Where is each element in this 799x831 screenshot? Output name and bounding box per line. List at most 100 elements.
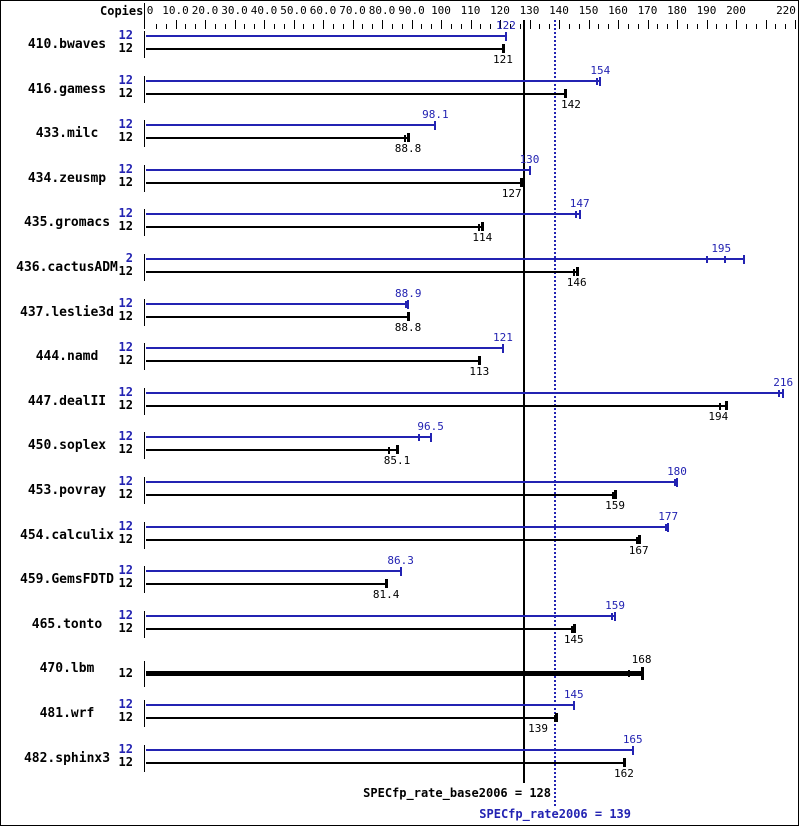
- base-copies: 12: [118, 264, 133, 278]
- base-bar: [146, 494, 616, 496]
- base-value-label: 85.1: [383, 454, 411, 468]
- axis-minor-tick: [608, 24, 610, 29]
- row-axis-line: [144, 31, 145, 58]
- base-value-label: 114: [472, 231, 493, 245]
- benchmark-label: 465.tonto: [31, 616, 103, 632]
- axis-minor-tick: [342, 24, 344, 29]
- peak-bar: [146, 347, 503, 350]
- axis-tick-label: 130: [519, 4, 540, 17]
- axis-tick-label: 0: [146, 4, 154, 17]
- base-copies: 12: [118, 219, 133, 234]
- benchmark-label: 470.lbm: [39, 661, 95, 677]
- base-value-label: 88.8: [394, 142, 422, 156]
- row-axis-line: [144, 75, 145, 103]
- bar-end-cap: [572, 701, 575, 710]
- axis-minor-tick: [549, 24, 551, 29]
- axis-minor-tick: [726, 24, 728, 29]
- peak-copies: 12: [118, 607, 133, 622]
- base-bar: [146, 761, 624, 764]
- peak-value-label: 147: [569, 197, 590, 211]
- base-copies: 12: [118, 174, 133, 189]
- base-bar: [146, 583, 387, 586]
- benchmark-label: 454.calculix: [20, 527, 114, 543]
- base-summary-label: SPECfp_rate_base2006 = 128: [363, 786, 551, 800]
- peak-value-label: 121: [493, 331, 513, 345]
- axis-minor-tick: [401, 24, 403, 29]
- axis-minor-tick: [362, 24, 364, 29]
- run-marker-tick: [612, 492, 615, 499]
- axis-major-tick: [293, 20, 295, 29]
- axis-tick-label: 10.0: [162, 4, 189, 17]
- axis-minor-tick: [460, 24, 462, 29]
- benchmark-label: 435.gromacs: [23, 215, 111, 231]
- peak-bar: [146, 213, 580, 216]
- run-marker-tick: [611, 612, 614, 620]
- axis-minor-tick: [667, 24, 669, 29]
- run-marker-tick: [596, 77, 599, 85]
- bar-end-cap: [385, 579, 389, 589]
- benchmark-label: 410.bwaves: [27, 37, 107, 52]
- row-axis-line: [144, 521, 145, 549]
- base-value-label: 159: [605, 499, 625, 512]
- axis-minor-tick: [372, 24, 374, 29]
- axis-minor-tick: [332, 24, 334, 29]
- peak-value-label: 122: [495, 19, 516, 32]
- base-bar: [146, 271, 577, 273]
- base-bar: [146, 627, 574, 630]
- axis-tick-label: 90.0: [398, 4, 425, 17]
- base-copies: 12: [118, 710, 133, 724]
- axis-minor-tick: [254, 24, 256, 29]
- peak-value-label: 195: [711, 242, 732, 255]
- bar-end-cap: [399, 567, 402, 577]
- row-axis-line: [144, 387, 145, 415]
- bar-end-cap: [519, 177, 523, 187]
- axis-tick-label: 220: [776, 4, 796, 17]
- run-marker-tick: [405, 300, 408, 308]
- row-axis-line: [144, 164, 145, 192]
- axis-minor-tick: [155, 24, 157, 29]
- axis-tick-label: 170: [637, 4, 658, 17]
- base-value-label: 81.4: [372, 588, 400, 602]
- base-bar: [146, 315, 408, 318]
- axis-minor-tick: [509, 24, 511, 29]
- bar-end-cap: [563, 88, 567, 98]
- bar-end-cap: [555, 713, 559, 722]
- axis-minor-tick: [568, 24, 570, 29]
- axis-minor-tick: [224, 24, 226, 29]
- run-marker-tick: [478, 224, 481, 232]
- peak-copies: 12: [118, 206, 133, 221]
- base-copies: 12: [118, 308, 133, 323]
- peak-copies: 12: [118, 340, 133, 355]
- base-copies: 12: [118, 353, 133, 368]
- base-value-label: 167: [628, 543, 649, 557]
- axis-major-tick: [323, 20, 324, 29]
- peak-copies: 12: [118, 117, 133, 132]
- axis-major-tick: [175, 20, 177, 29]
- peak-bar: [146, 704, 574, 706]
- axis-minor-tick: [273, 24, 275, 29]
- base-copies: 12: [118, 531, 133, 546]
- axis-tick-label: 160: [608, 4, 628, 17]
- base-copies: 12: [118, 576, 133, 591]
- axis-minor-tick: [431, 24, 433, 29]
- peak-value-label: 98.1: [422, 108, 449, 122]
- axis-minor-tick: [185, 24, 187, 29]
- run-marker-tick: [570, 625, 573, 633]
- axis-minor-tick: [716, 24, 718, 29]
- bar-end-cap: [622, 757, 626, 767]
- axis-minor-tick: [578, 24, 580, 29]
- peak-bar: [146, 614, 616, 617]
- axis-major-tick: [647, 20, 649, 29]
- base-copies: 12: [118, 85, 133, 100]
- axis-tick-label: 50.0: [280, 4, 307, 17]
- peak-value-label: 159: [605, 598, 625, 612]
- run-marker-tick: [403, 135, 406, 143]
- bar-end-cap: [614, 611, 617, 621]
- peak-bar: [146, 168, 530, 171]
- axis-minor-tick: [696, 24, 698, 29]
- copies-column-header: Copies: [100, 4, 144, 18]
- benchmark-label: 434.zeusmp: [27, 170, 107, 186]
- axis-major-tick: [411, 20, 413, 29]
- bar-end-cap: [725, 400, 729, 410]
- axis-tick-label: 190: [696, 4, 717, 17]
